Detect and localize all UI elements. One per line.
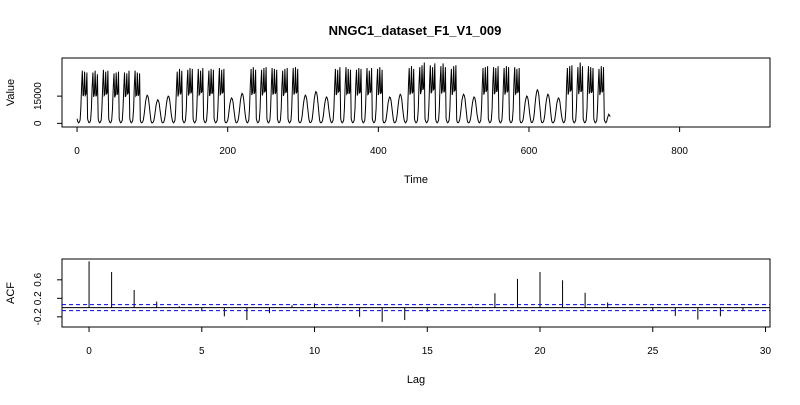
value-tick-label-1: 15000 xyxy=(33,82,44,110)
lag-tick-label-5: 25 xyxy=(647,346,659,357)
value-y-axis: 0 15000 xyxy=(33,82,62,126)
time-tick-label-1: 200 xyxy=(219,146,236,157)
time-series-panel: 0 200 400 600 800 0 15000 Time Value xyxy=(5,57,771,186)
lag-x-axis: 0 5 10 15 20 25 30 xyxy=(86,327,771,357)
time-tick-label-4: 800 xyxy=(671,146,688,157)
time-x-axis: 0 200 400 600 800 xyxy=(74,127,688,157)
acf-y-axis: -0.2 0.2 0.6 xyxy=(33,272,62,325)
lag-tick-label-4: 20 xyxy=(534,346,546,357)
lag-tick-label-6: 30 xyxy=(760,346,772,357)
acf-tick-label-1: 0.2 xyxy=(33,291,44,305)
time-series-line xyxy=(76,62,611,124)
time-tick-label-2: 400 xyxy=(370,146,387,157)
time-series-plot-box xyxy=(61,57,771,128)
time-axis-label: Time xyxy=(404,174,428,186)
acf-tick-label-0: -0.2 xyxy=(33,308,44,326)
time-tick-label-3: 600 xyxy=(521,146,538,157)
acf-tick-label-2: 0.6 xyxy=(33,272,44,286)
lag-tick-label-3: 15 xyxy=(422,346,434,357)
chart-title: NNGC1_dataset_F1_V1_009 xyxy=(329,23,502,38)
lag-axis-label: Lag xyxy=(407,374,425,386)
acf-axis-label: ACF xyxy=(5,282,17,304)
value-tick-label-0: 0 xyxy=(33,120,44,126)
value-axis-label: Value xyxy=(5,79,17,106)
lag-tick-label-1: 5 xyxy=(199,346,205,357)
lag-tick-label-0: 0 xyxy=(86,346,92,357)
acf-plot-box xyxy=(61,258,771,328)
time-tick-label-0: 0 xyxy=(74,146,80,157)
acf-bars xyxy=(88,261,744,322)
acf-panel: 0 5 10 15 20 25 30 -0.2 0.2 0.6 Lag ACF xyxy=(5,258,771,386)
lag-tick-label-2: 10 xyxy=(309,346,321,357)
